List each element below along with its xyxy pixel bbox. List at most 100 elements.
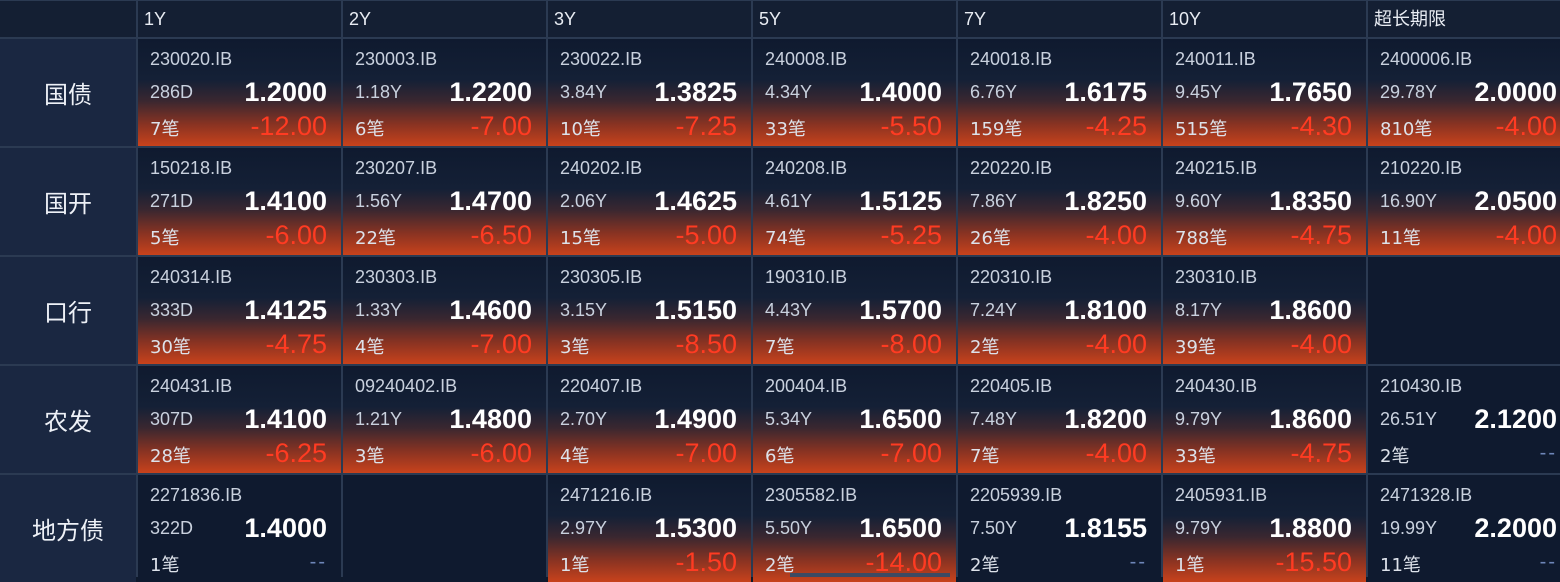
- quote-cell[interactable]: 150218.IB 271D 1.4100 5笔 -6.00: [138, 148, 341, 255]
- trade-count: 30笔: [150, 337, 191, 358]
- quote-cell[interactable]: 200404.IB 5.34Y 1.6500 6笔 -7.00: [753, 366, 956, 473]
- yield-value: 1.5150: [654, 295, 737, 325]
- quote-cell[interactable]: 2471216.IB 2.97Y 1.5300 1笔 -1.50: [548, 475, 751, 582]
- bond-code: 230303.IB: [355, 267, 438, 287]
- yield-value: 1.8600: [1269, 404, 1352, 434]
- column-header-5y[interactable]: 5Y: [753, 1, 956, 37]
- trade-count: 4笔: [560, 446, 590, 467]
- quote-cell[interactable]: 2305582.IB 5.50Y 1.6500 2笔 -14.00: [753, 475, 956, 582]
- quote-cell[interactable]: 2400006.IB 29.78Y 2.0000 810笔 -4.00: [1368, 39, 1560, 146]
- quote-cell[interactable]: 240202.IB 2.06Y 1.4625 15笔 -5.00: [548, 148, 751, 255]
- quote-cell[interactable]: 230305.IB 3.15Y 1.5150 3笔 -8.50: [548, 257, 751, 364]
- remaining-term: 16.90Y: [1380, 191, 1438, 211]
- yield-change: -14.00: [865, 547, 942, 577]
- quote-cell[interactable]: 230207.IB 1.56Y 1.4700 22笔 -6.50: [343, 148, 546, 255]
- quote-cell[interactable]: 230310.IB 8.17Y 1.8600 39笔 -4.00: [1163, 257, 1366, 364]
- quote-cell[interactable]: 240208.IB 4.61Y 1.5125 74笔 -5.25: [753, 148, 956, 255]
- trade-count: 159笔: [970, 119, 1023, 140]
- remaining-term: 271D: [150, 191, 194, 211]
- yield-change: -7.00: [470, 329, 532, 359]
- column-header-ultra-long[interactable]: 超长期限: [1368, 1, 1560, 37]
- remaining-term: 322D: [150, 518, 194, 538]
- yield-value: 1.4700: [449, 186, 532, 216]
- quote-cell[interactable]: 230020.IB 286D 1.2000 7笔 -12.00: [138, 39, 341, 146]
- quote-cell[interactable]: 210220.IB 16.90Y 2.0500 11笔 -4.00: [1368, 148, 1560, 255]
- column-header-1y[interactable]: 1Y: [138, 1, 341, 37]
- quote-cell[interactable]: 230003.IB 1.18Y 1.2200 6笔 -7.00: [343, 39, 546, 146]
- bond-code: 240202.IB: [560, 158, 643, 178]
- bond-code: 230310.IB: [1175, 267, 1258, 287]
- yield-change: -4.75: [265, 329, 327, 359]
- bond-code: 2471328.IB: [1380, 485, 1473, 505]
- bond-code: 2205939.IB: [970, 485, 1063, 505]
- yield-value: 1.4000: [244, 513, 327, 543]
- quote-cell[interactable]: 220220.IB 7.86Y 1.8250 26笔 -4.00: [958, 148, 1161, 255]
- quote-cell[interactable]: 09240402.IB 1.21Y 1.4800 3笔 -6.00: [343, 366, 546, 473]
- trade-count: 810笔: [1380, 119, 1433, 140]
- row-header-treasury: 国债: [0, 39, 136, 146]
- yield-value: 2.0500: [1474, 186, 1557, 216]
- quote-cell[interactable]: 210430.IB 26.51Y 2.1200 2笔 --: [1368, 366, 1560, 473]
- yield-value: 1.6500: [859, 513, 942, 543]
- quote-cell[interactable]: 240314.IB 333D 1.4125 30笔 -4.75: [138, 257, 341, 364]
- horizontal-scrollbar[interactable]: [790, 573, 950, 577]
- quote-cell[interactable]: 2471328.IB 19.99Y 2.2000 11笔 --: [1368, 475, 1560, 582]
- trade-count: 28笔: [150, 446, 191, 467]
- yield-change: -5.25: [880, 220, 942, 250]
- yield-change: -7.00: [470, 111, 532, 141]
- trade-count: 5笔: [150, 228, 180, 249]
- quote-cell[interactable]: 2271836.IB 322D 1.4000 1笔 --: [138, 475, 341, 582]
- trade-count: 6笔: [765, 446, 795, 467]
- trade-count: 22笔: [355, 228, 396, 249]
- quote-cell[interactable]: 240215.IB 9.60Y 1.8350 788笔 -4.75: [1163, 148, 1366, 255]
- bond-code: 2305582.IB: [765, 485, 858, 505]
- bond-code: 240314.IB: [150, 267, 233, 287]
- remaining-term: 2.06Y: [560, 191, 608, 211]
- trade-count: 4笔: [355, 337, 385, 358]
- remaining-term: 1.56Y: [355, 191, 403, 211]
- column-header-10y[interactable]: 10Y: [1163, 1, 1366, 37]
- remaining-term: 2.97Y: [560, 518, 608, 538]
- quote-cell[interactable]: 240011.IB 9.45Y 1.7650 515笔 -4.30: [1163, 39, 1366, 146]
- trade-count: 1笔: [1175, 555, 1205, 576]
- yield-value: 1.4000: [859, 77, 942, 107]
- quote-cell[interactable]: 2205939.IB 7.50Y 1.8155 2笔 --: [958, 475, 1161, 582]
- remaining-term: 1.33Y: [355, 300, 403, 320]
- trade-count: 3笔: [560, 337, 590, 358]
- yield-value: 2.1200: [1474, 404, 1557, 434]
- trade-count: 2笔: [970, 337, 1000, 358]
- yield-value: 1.2200: [449, 77, 532, 107]
- yield-change: -6.50: [470, 220, 532, 250]
- bond-code: 210430.IB: [1380, 376, 1463, 396]
- bond-code: 230022.IB: [560, 49, 643, 69]
- bond-code: 150218.IB: [150, 158, 233, 178]
- row-header-local-gov: 地方债: [0, 475, 136, 582]
- bond-code: 2271836.IB: [150, 485, 243, 505]
- quote-cell[interactable]: 240008.IB 4.34Y 1.4000 33笔 -5.50: [753, 39, 956, 146]
- quote-cell[interactable]: 220407.IB 2.70Y 1.4900 4笔 -7.00: [548, 366, 751, 473]
- yield-change: -4.25: [1085, 111, 1147, 141]
- quote-cell[interactable]: 220310.IB 7.24Y 1.8100 2笔 -4.00: [958, 257, 1161, 364]
- quote-cell[interactable]: 190310.IB 4.43Y 1.5700 7笔 -8.00: [753, 257, 956, 364]
- quote-cell[interactable]: 240018.IB 6.76Y 1.6175 159笔 -4.25: [958, 39, 1161, 146]
- yield-change: -7.00: [880, 438, 942, 468]
- yield-change: -4.00: [1495, 220, 1557, 250]
- quote-cell[interactable]: 240431.IB 307D 1.4100 28笔 -6.25: [138, 366, 341, 473]
- trade-count: 7笔: [150, 119, 180, 140]
- trade-count: 26笔: [970, 228, 1011, 249]
- bond-code: 09240402.IB: [355, 376, 458, 396]
- quote-cell[interactable]: 230303.IB 1.33Y 1.4600 4笔 -7.00: [343, 257, 546, 364]
- quote-cell[interactable]: 2405931.IB 9.79Y 1.8800 1笔 -15.50: [1163, 475, 1366, 582]
- bond-code: 2400006.IB: [1380, 49, 1473, 69]
- quote-cell[interactable]: 240430.IB 9.79Y 1.8600 33笔 -4.75: [1163, 366, 1366, 473]
- yield-change: -1.50: [675, 547, 737, 577]
- yield-value: 1.2000: [244, 77, 327, 107]
- quote-cell[interactable]: 230022.IB 3.84Y 1.3825 10笔 -7.25: [548, 39, 751, 146]
- quote-cell[interactable]: 220405.IB 7.48Y 1.8200 7笔 -4.00: [958, 366, 1161, 473]
- column-header-2y[interactable]: 2Y: [343, 1, 546, 37]
- yield-value: 2.2000: [1474, 513, 1557, 543]
- column-header-7y[interactable]: 7Y: [958, 1, 1161, 37]
- column-header-3y[interactable]: 3Y: [548, 1, 751, 37]
- yield-change: -4.75: [1290, 220, 1352, 250]
